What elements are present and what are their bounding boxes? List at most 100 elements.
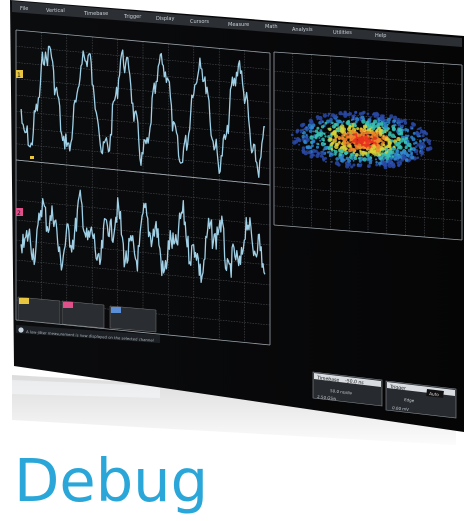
menu-item-trigger[interactable]: Trigger [123, 14, 142, 20]
heatmap-sample [391, 124, 396, 129]
trigger-panel[interactable]: Trigger Auto Edge 0.00 mV [385, 380, 457, 419]
heatmap-sample [383, 124, 389, 129]
heatmap-sample [315, 153, 320, 158]
heatmap-sample [320, 125, 325, 129]
heatmap-sample [377, 118, 380, 120]
heatmap-sample [322, 155, 324, 158]
heatmap-sample [305, 145, 309, 149]
heatmap-sample [408, 158, 412, 162]
channel-descriptor-ch1[interactable] [17, 296, 61, 325]
heatmap-sample [384, 145, 387, 149]
grid-line [15, 179, 271, 206]
heatmap-sample [391, 163, 396, 169]
heatmap-sample [350, 165, 354, 169]
channel-descriptor-math[interactable] [109, 305, 157, 333]
heatmap-sample [404, 128, 408, 132]
menu-item-display[interactable]: Display [156, 16, 174, 22]
heatmap-sample [305, 137, 310, 143]
heatmap-sample [342, 139, 345, 143]
heatmap-sample [338, 140, 341, 144]
heatmap-sample [367, 164, 371, 168]
menu-item-analysis[interactable]: Analysis [292, 27, 313, 33]
heatmap-sample [366, 129, 369, 132]
menu-item-help[interactable]: Help [375, 33, 386, 39]
heatmap-sample [310, 126, 314, 130]
heatmap-sample [320, 150, 325, 156]
heatmap-sample [314, 129, 319, 133]
heatmap-sample [350, 131, 355, 135]
heatmap-sample [422, 141, 425, 145]
trigger-mode: Auto [429, 391, 440, 397]
heatmap-sample [346, 131, 350, 135]
heatmap-sample [380, 140, 383, 143]
heatmap-sample [334, 152, 337, 156]
menu-item-utilities[interactable]: Utilities [333, 30, 352, 36]
grid-line [15, 143, 271, 169]
heatmap-sample [307, 150, 312, 155]
heatmap-sample [323, 142, 327, 146]
heatmap-sample [381, 126, 384, 129]
heatmap-sample [366, 146, 370, 150]
info-icon [18, 327, 24, 333]
heatmap-sample [428, 146, 433, 151]
heatmap-sample [375, 160, 378, 164]
heatmap-sample [400, 119, 404, 123]
timebase-value: -50.0 ns [345, 378, 365, 386]
heatmap-sample [315, 145, 320, 149]
heatmap-sample [316, 126, 320, 130]
heatmap-sample [324, 121, 328, 125]
menu-item-math[interactable]: Math [265, 24, 278, 30]
grid-line [15, 159, 271, 186]
heatmap-sample [371, 140, 374, 144]
heatmap-sample [361, 119, 366, 124]
heatmap-sample [347, 144, 352, 148]
heatmap-sample [322, 113, 328, 118]
heatmap-sample [359, 130, 362, 133]
heatmap-sample [366, 156, 371, 162]
heatmap-sample [404, 151, 408, 156]
heatmap-sample [359, 128, 362, 131]
heatmap-sample [336, 119, 340, 123]
heatmap-sample [378, 129, 383, 134]
heatmap-sample [311, 142, 314, 145]
heatmap-sample [321, 137, 325, 141]
heatmap-sample [384, 118, 388, 122]
heatmap-sample [330, 121, 333, 124]
heatmap-sample [352, 163, 356, 167]
heatmap-sample [388, 131, 392, 135]
channel-descriptor-ch2[interactable] [61, 300, 105, 329]
heatmap-sample [341, 113, 345, 116]
heatmap-sample [419, 129, 424, 134]
heatmap-sample [421, 144, 426, 149]
menu-item-file[interactable]: File [20, 6, 28, 12]
heatmap-sample [336, 128, 340, 133]
menu-item-measure[interactable]: Measure [228, 22, 249, 28]
timebase-panel[interactable]: Timebase -50.0 ns 50.0 ns/div 2.50 GS/s [312, 371, 383, 407]
heatmap-sample [393, 135, 397, 139]
menu-item-cursors[interactable]: Cursors [190, 19, 209, 25]
menu-item-vertical[interactable]: Vertical [46, 8, 65, 14]
grid-line [15, 62, 271, 87]
heatmap-sample [415, 145, 418, 148]
heatmap-sample [378, 153, 381, 157]
heatmap-sample [365, 140, 370, 145]
heatmap-sample [405, 158, 409, 162]
heatmap-sample [324, 156, 327, 160]
svg-text:2: 2 [17, 210, 21, 217]
heatmap-sample [305, 133, 308, 136]
heatmap-sample [381, 135, 386, 140]
heatmap-sample [386, 117, 391, 122]
heatmap-sample [341, 134, 344, 137]
ch1-waveform [20, 45, 266, 178]
menu-item-timebase[interactable]: Timebase [83, 11, 108, 17]
heatmap-sample [354, 124, 357, 128]
heatmap-sample [312, 130, 315, 133]
heatmap-sample [420, 154, 423, 157]
heatmap-sample [332, 129, 337, 134]
heatmap-sample [419, 126, 422, 130]
heatmap-sample [385, 136, 389, 141]
heatmap-sample [339, 153, 343, 157]
heatmap-sample [302, 130, 306, 135]
heatmap-sample [404, 145, 408, 150]
heatmap-sample [384, 147, 389, 152]
